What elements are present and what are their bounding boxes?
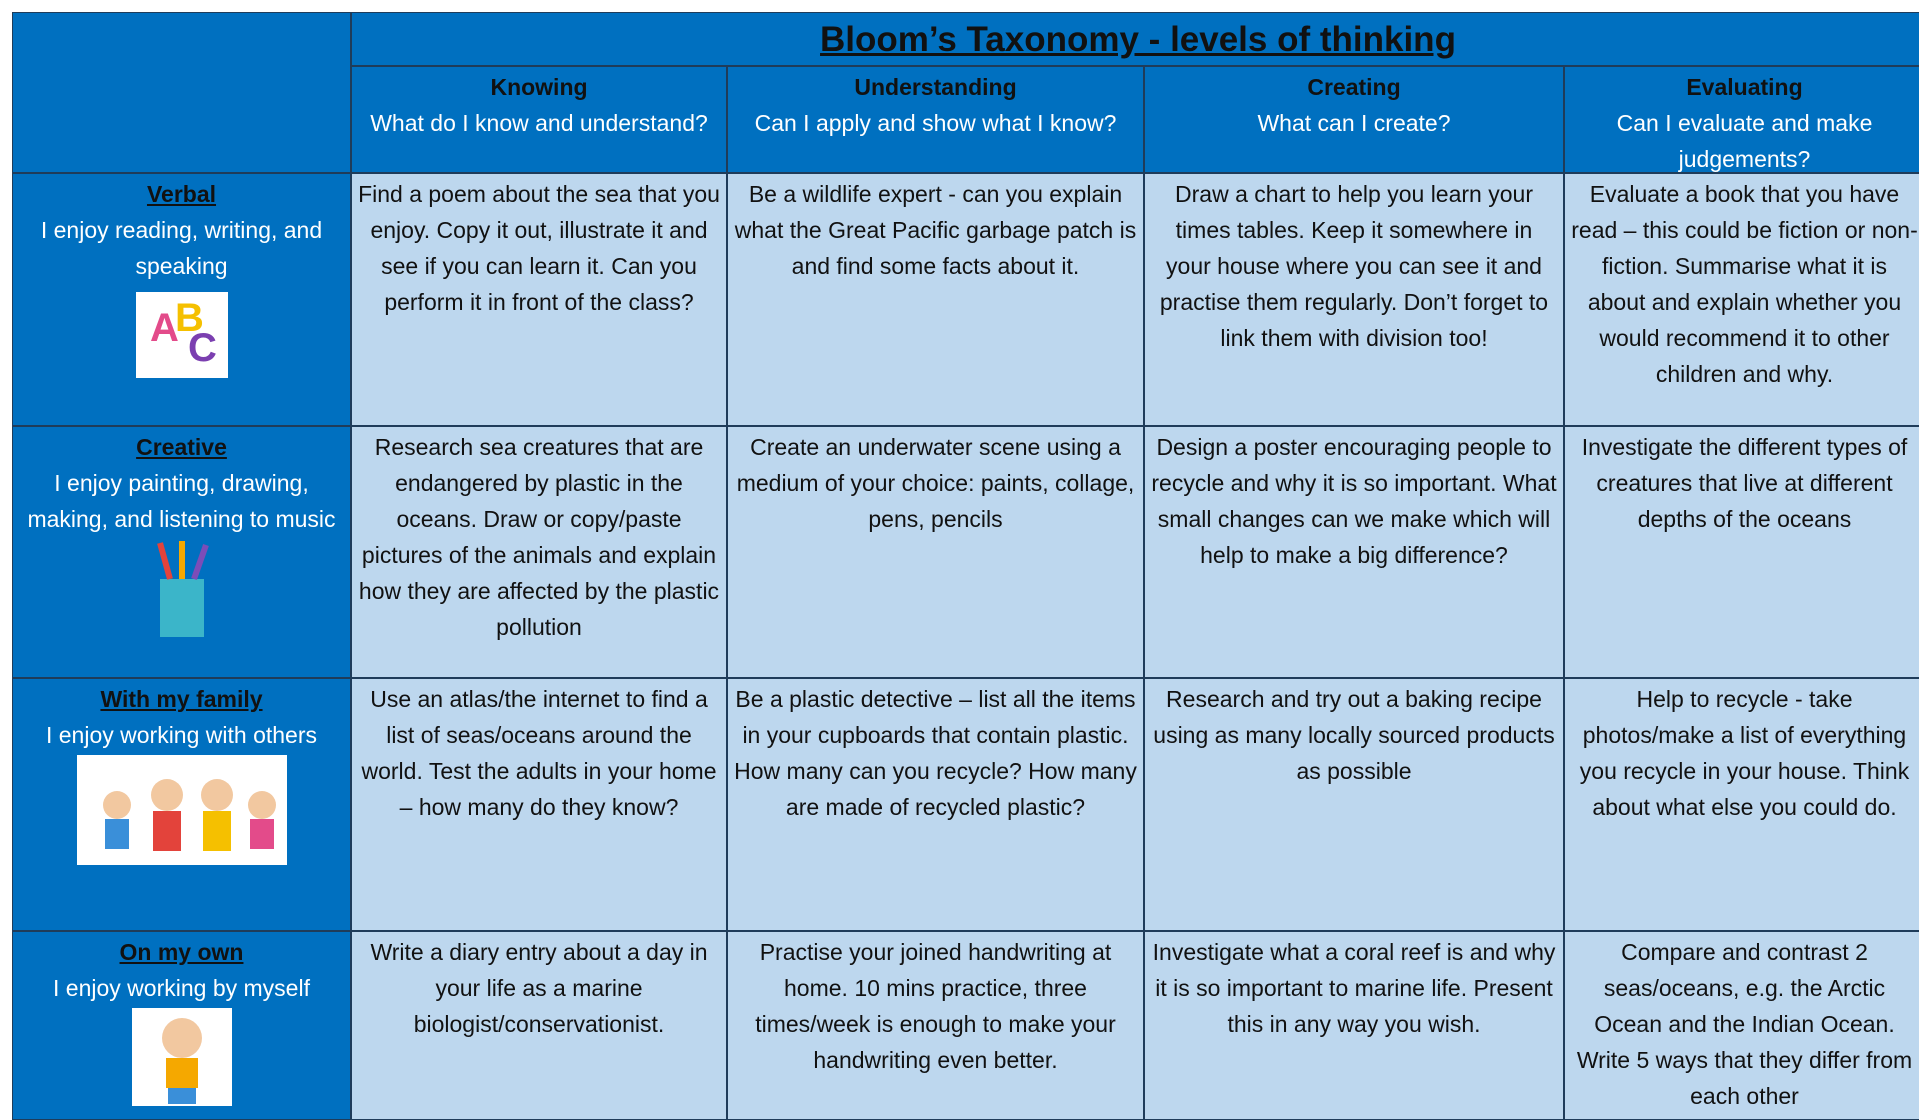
activity-text: Research and try out a baking recipe usi…	[1153, 686, 1555, 784]
column-name: Creating	[1307, 74, 1401, 100]
column-question: Can I evaluate and make judgements?	[1616, 110, 1873, 172]
svg-text:A: A	[150, 306, 179, 350]
activity-text: Investigate what a coral reef is and why…	[1152, 939, 1556, 1037]
activity-text: Create an underwater scene using a mediu…	[736, 434, 1135, 532]
activity-text: Be a wildlife expert - can you explain w…	[734, 181, 1137, 279]
activity-cell: Draw a chart to help you learn your time…	[1144, 173, 1564, 426]
activity-cell: Investigate the different types of creat…	[1564, 426, 1919, 678]
column-name: Evaluating	[1686, 74, 1803, 100]
row-name: Creative	[136, 434, 227, 460]
column-question: What can I create?	[1257, 110, 1451, 136]
activity-text: Evaluate a book that you have read – thi…	[1571, 181, 1918, 387]
activity-text: Practise your joined handwriting at home…	[755, 939, 1116, 1073]
activity-cell: Practise your joined handwriting at home…	[727, 931, 1144, 1120]
activity-cell: Research sea creatures that are endanger…	[351, 426, 727, 678]
title: Bloom’s Taxonomy - levels of thinking	[820, 20, 1456, 59]
row-icon: ABC	[135, 292, 228, 378]
activity-cell: Write a diary entry about a day in your …	[351, 931, 727, 1120]
activity-cell: Find a poem about the sea that you enjoy…	[351, 173, 727, 426]
activity-cell: Investigate what a coral reef is and why…	[1144, 931, 1564, 1120]
title-cell: Bloom’s Taxonomy - levels of thinking	[351, 12, 1919, 66]
row-description: I enjoy working by myself	[53, 975, 310, 1001]
row-icon	[76, 755, 287, 865]
row-description: I enjoy working with others	[45, 722, 317, 748]
activity-text: Write a diary entry about a day in your …	[370, 939, 708, 1037]
row-name: With my family	[100, 686, 263, 712]
row-description: I enjoy reading, writing, and speaking	[40, 217, 323, 279]
row-icon	[131, 1008, 232, 1106]
activity-cell: Compare and contrast 2 seas/oceans, e.g.…	[1564, 931, 1919, 1120]
activity-text: Find a poem about the sea that you enjoy…	[358, 181, 720, 315]
svg-text:B: B	[175, 296, 204, 340]
activity-text: Draw a chart to help you learn your time…	[1159, 181, 1549, 351]
row-header: With my family I enjoy working with other…	[12, 678, 351, 931]
row-description: I enjoy painting, drawing, making, and l…	[27, 470, 336, 532]
column-name: Knowing	[490, 74, 588, 100]
activity-cell: Evaluate a book that you have read – thi…	[1564, 173, 1919, 426]
activity-cell: Create an underwater scene using a mediu…	[727, 426, 1144, 678]
column-header: Creating What can I create?	[1144, 66, 1564, 173]
row-header: Verbal I enjoy reading, writing, and spea…	[12, 173, 351, 426]
row-name: Verbal	[146, 181, 217, 207]
row-icon	[156, 541, 209, 637]
column-name: Understanding	[854, 74, 1017, 100]
column-question: Can I apply and show what I know?	[754, 110, 1117, 136]
activity-text: Compare and contrast 2 seas/oceans, e.g.…	[1576, 939, 1913, 1109]
activity-text: Help to recycle - take photos/make a lis…	[1579, 686, 1910, 820]
activity-cell: Help to recycle - take photos/make a lis…	[1564, 678, 1919, 931]
column-header: Understanding Can I apply and show what I…	[727, 66, 1144, 173]
activity-cell: Research and try out a baking recipe usi…	[1144, 678, 1564, 931]
row-header: Creative I enjoy painting, drawing, makin…	[12, 426, 351, 678]
activity-text: Investigate the different types of creat…	[1581, 434, 1908, 532]
activity-cell: Be a plastic detective – list all the it…	[727, 678, 1144, 931]
activity-text: Research sea creatures that are endanger…	[358, 434, 720, 640]
svg-text:C: C	[188, 326, 217, 370]
row-name: On my own	[119, 939, 244, 965]
activity-text: Design a poster encouraging people to re…	[1151, 434, 1557, 568]
activity-text: Be a plastic detective – list all the it…	[734, 686, 1137, 820]
row-header: On my own I enjoy working by myself	[12, 931, 351, 1120]
column-question: What do I know and understand?	[370, 110, 708, 136]
activity-cell: Design a poster encouraging people to re…	[1144, 426, 1564, 678]
column-header: Knowing What do I know and understand?	[351, 66, 727, 173]
corner-cell	[12, 12, 351, 173]
activity-text: Use an atlas/the internet to find a list…	[361, 686, 717, 820]
activity-cell: Be a wildlife expert - can you explain w…	[727, 173, 1144, 426]
column-header: Evaluating Can I evaluate and make judgem…	[1564, 66, 1919, 173]
activity-cell: Use an atlas/the internet to find a list…	[351, 678, 727, 931]
